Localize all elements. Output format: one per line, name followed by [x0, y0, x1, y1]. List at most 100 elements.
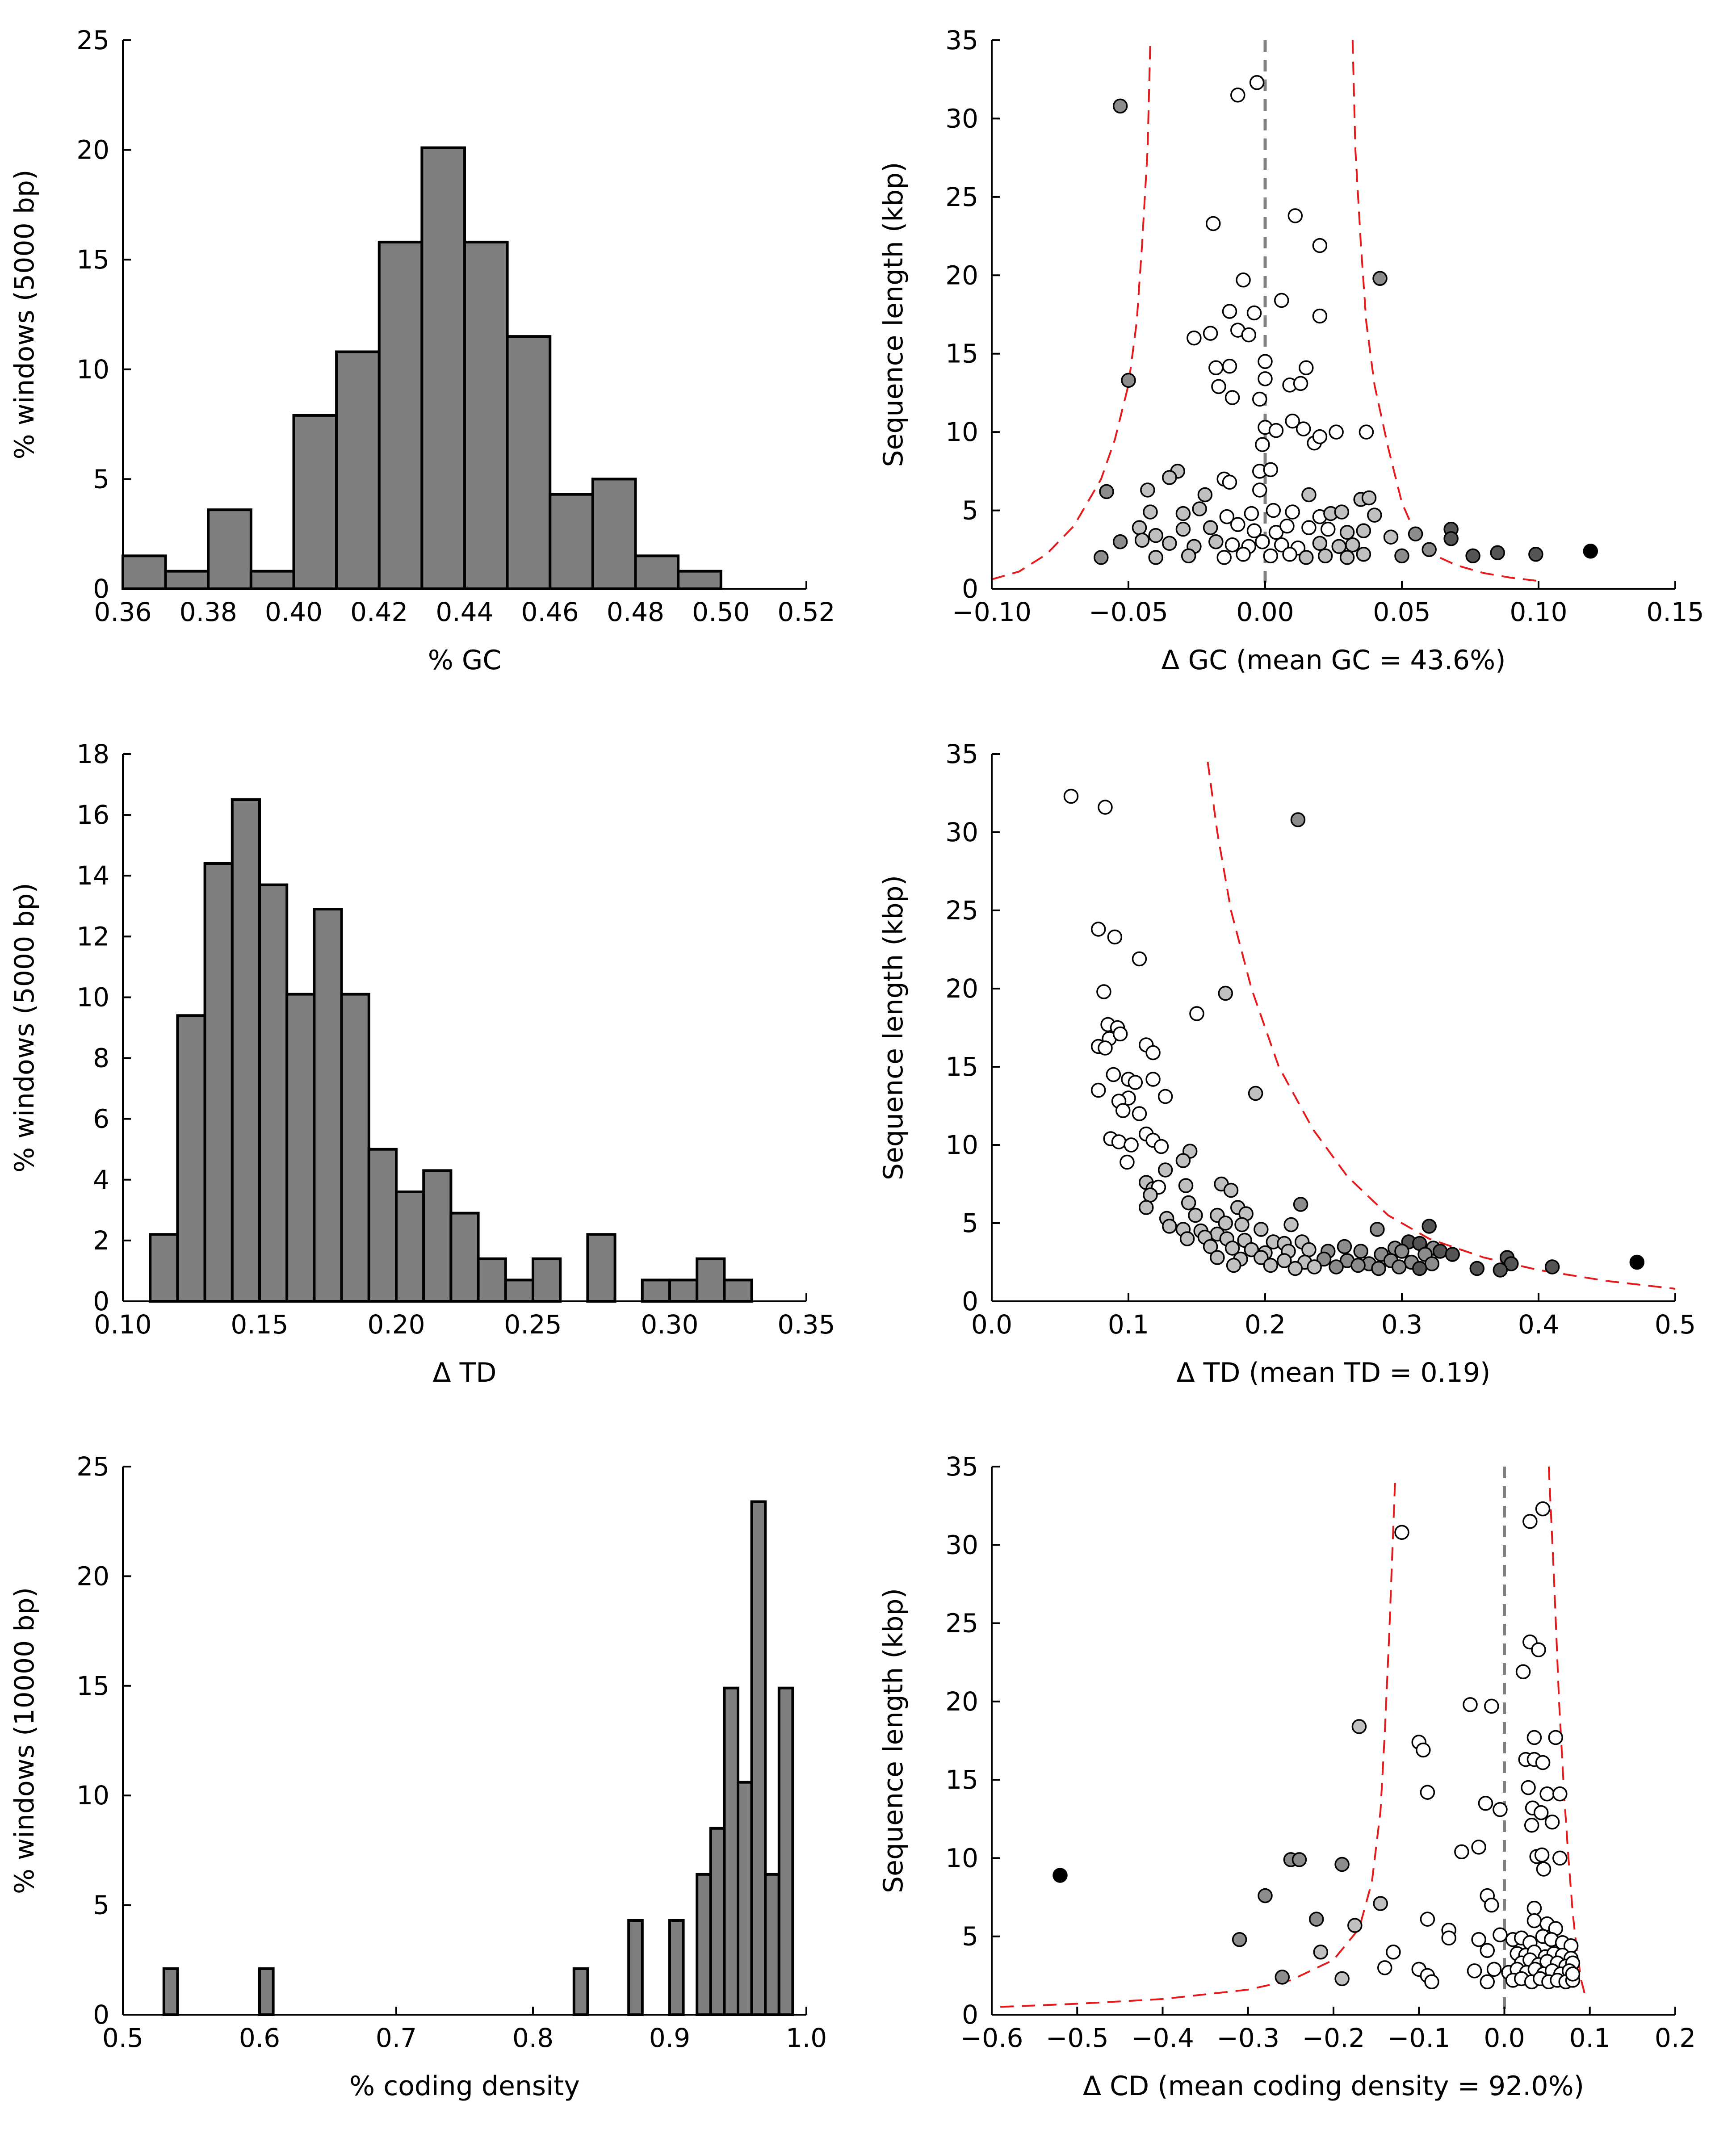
- gc-scatter-point-91: [1148, 550, 1163, 565]
- gc-scatter-point-35: [1255, 437, 1270, 452]
- gc-scatter-y-tick-label: 20: [945, 260, 978, 290]
- td-scatter-point-100: [1504, 1256, 1519, 1271]
- gc-scatter-point-19: [1299, 360, 1314, 376]
- cd-scatter-point-6: [1531, 1642, 1546, 1657]
- td-histogram-x-tick-label: 0.30: [641, 1309, 698, 1340]
- cd-scatter-x-tick-label: −0.3: [1216, 2023, 1279, 2053]
- td-histogram-y-tick-label: 4: [93, 1165, 109, 1195]
- td-scatter-y-tick-label: 15: [945, 1052, 978, 1082]
- gc-scatter-point-31: [1329, 424, 1344, 440]
- gc-scatter-point-60: [1132, 520, 1147, 535]
- cd-scatter-point-26: [1524, 1818, 1539, 1833]
- td-histogram-bar-11: [449, 1212, 480, 1303]
- gc-scatter-point-41: [1222, 474, 1237, 490]
- gc-histogram-bar-8: [463, 240, 509, 590]
- gc-histogram-x-axis-label: % GC: [428, 645, 501, 676]
- cd-scatter-boundary-curve-1: [1547, 1466, 1588, 2001]
- td-histogram-bar-12: [477, 1257, 507, 1303]
- gc-scatter-point-97: [1299, 550, 1314, 565]
- td-scatter-point-112: [1544, 1259, 1560, 1274]
- gc-scatter-y-tick-label: 35: [945, 25, 978, 55]
- cd-scatter-point-19: [1539, 1786, 1555, 1802]
- cd-scatter-point-45: [1526, 1913, 1542, 1928]
- gc-scatter-point-38: [1140, 482, 1155, 498]
- gc-scatter-x-axis-label: Δ GC (mean GC = 43.6%): [1161, 645, 1505, 676]
- gc-histogram-bar-3: [249, 570, 295, 590]
- td-histogram-y-axis-label: % windows (5000 bp): [9, 883, 40, 1173]
- gc-histogram-y-tick-label: 10: [76, 354, 109, 385]
- cd-histogram-x-tick-label: 1.0: [786, 2023, 827, 2053]
- gc-scatter-point-101: [1394, 548, 1409, 564]
- cd-scatter-point-49: [1441, 1930, 1456, 1945]
- cd-scatter-point-21: [1478, 1795, 1493, 1811]
- td-scatter-x-tick-label: 0.1: [1108, 1309, 1149, 1340]
- td-scatter-point-14: [1098, 1040, 1113, 1056]
- td-histogram-x-axis-label: Δ TD: [433, 1357, 497, 1388]
- gc-scatter-point-52: [1219, 509, 1235, 524]
- cd-histogram-bar-9: [750, 1500, 767, 2016]
- cd-histogram-y-tick-label: 5: [93, 1890, 109, 1920]
- cd-scatter-point-101: [1565, 1966, 1581, 1982]
- td-scatter-point-107: [1371, 1261, 1386, 1276]
- td-scatter-y-tick-label: 20: [945, 973, 978, 1004]
- gc-scatter-point-99: [1339, 550, 1355, 565]
- td-scatter-point-87: [1445, 1247, 1460, 1262]
- gc-histogram-x-tick-label: 0.50: [692, 597, 750, 627]
- td-scatter-y-tick-label: 35: [945, 739, 978, 769]
- cd-scatter-x-tick-label: 0.0: [1484, 2023, 1525, 2053]
- cd-histogram-bar-10: [764, 1873, 780, 2016]
- td-histogram-bar-4: [258, 883, 289, 1303]
- gc-scatter-point-53: [1244, 506, 1259, 521]
- td-scatter-x-tick-label: 0.4: [1518, 1309, 1559, 1340]
- td-scatter-point-27: [1132, 1106, 1147, 1121]
- td-histogram-x-tick-label: 0.10: [94, 1309, 151, 1340]
- gc-scatter-point-105: [1583, 544, 1598, 559]
- gc-histogram-x-tick-label: 0.44: [436, 597, 493, 627]
- cd-scatter-point-25: [1544, 1815, 1560, 1830]
- cd-scatter-x-tick-label: 0.2: [1655, 2023, 1696, 2053]
- gc-scatter-x-tick-label: 0.10: [1510, 597, 1567, 627]
- cd-scatter-point-79: [1467, 1963, 1482, 1979]
- cd-histogram-x-axis-label: % coding density: [349, 2071, 580, 2102]
- td-scatter-point-53: [1218, 1216, 1233, 1231]
- gc-scatter-x-tick-label: 0.05: [1373, 597, 1430, 627]
- cd-histogram-y-tick-label: 25: [76, 1451, 109, 1482]
- gc-scatter-point-17: [1222, 359, 1237, 374]
- cd-scatter-point-90: [1334, 1971, 1350, 1987]
- cd-scatter-point-29: [1334, 1857, 1350, 1872]
- cd-scatter-point-33: [1534, 1847, 1550, 1863]
- gc-scatter-point-37: [1162, 470, 1177, 485]
- gc-scatter-point-5: [1312, 238, 1328, 253]
- td-scatter-point-77: [1244, 1242, 1259, 1258]
- cd-scatter-point-80: [1486, 1962, 1502, 1977]
- cd-histogram-bar-3: [627, 1919, 644, 2016]
- cd-histogram-x-tick-label: 0.9: [649, 2023, 690, 2053]
- gc-scatter-point-95: [1263, 548, 1278, 564]
- cd-scatter-point-24: [1533, 1805, 1549, 1820]
- cd-scatter-y-tick-label: 30: [945, 1530, 978, 1560]
- gc-scatter-point-34: [1312, 429, 1328, 444]
- gc-scatter-point-18: [1258, 354, 1273, 369]
- gc-scatter-point-11: [1246, 305, 1262, 321]
- cd-scatter-y-tick-label: 15: [945, 1765, 978, 1795]
- td-scatter-point-108: [1392, 1259, 1407, 1274]
- td-histogram-x-tick-label: 0.25: [504, 1309, 562, 1340]
- gc-histogram-y-tick-label: 0: [93, 574, 109, 604]
- td-histogram-panel: 0.10 0.15 0.20 0.25 0.30 0.35 0 2 4 6 8 10 12 14 16 18 Δ…: [9, 739, 835, 1388]
- cd-scatter-point-12: [1526, 1730, 1542, 1745]
- td-histogram-y-tick-label: 14: [76, 860, 109, 891]
- gc-scatter-point-9: [1312, 308, 1328, 324]
- gc-scatter-point-26: [1252, 391, 1267, 407]
- td-scatter-y-tick-label: 0: [962, 1286, 978, 1316]
- td-histogram-bar-9: [395, 1191, 425, 1303]
- cd-histogram-bar-4: [668, 1919, 685, 2016]
- gc-scatter-point-72: [1383, 529, 1399, 545]
- cd-scatter-point-9: [1484, 1698, 1499, 1714]
- gc-scatter-y-tick-label: 30: [945, 103, 978, 134]
- td-scatter-point-48: [1293, 1197, 1308, 1212]
- gc-scatter-point-75: [1443, 531, 1459, 546]
- td-scatter-point-104: [1307, 1259, 1322, 1274]
- td-scatter-point-49: [1188, 1207, 1203, 1223]
- cd-scatter-panel: −0.6 −0.5 −0.4 −0.3 −0.2 −0.1 0.0 0.1 0.2 0 5 10 15 2…: [878, 1451, 1696, 2102]
- cd-scatter-y-tick-label: 35: [945, 1451, 978, 1482]
